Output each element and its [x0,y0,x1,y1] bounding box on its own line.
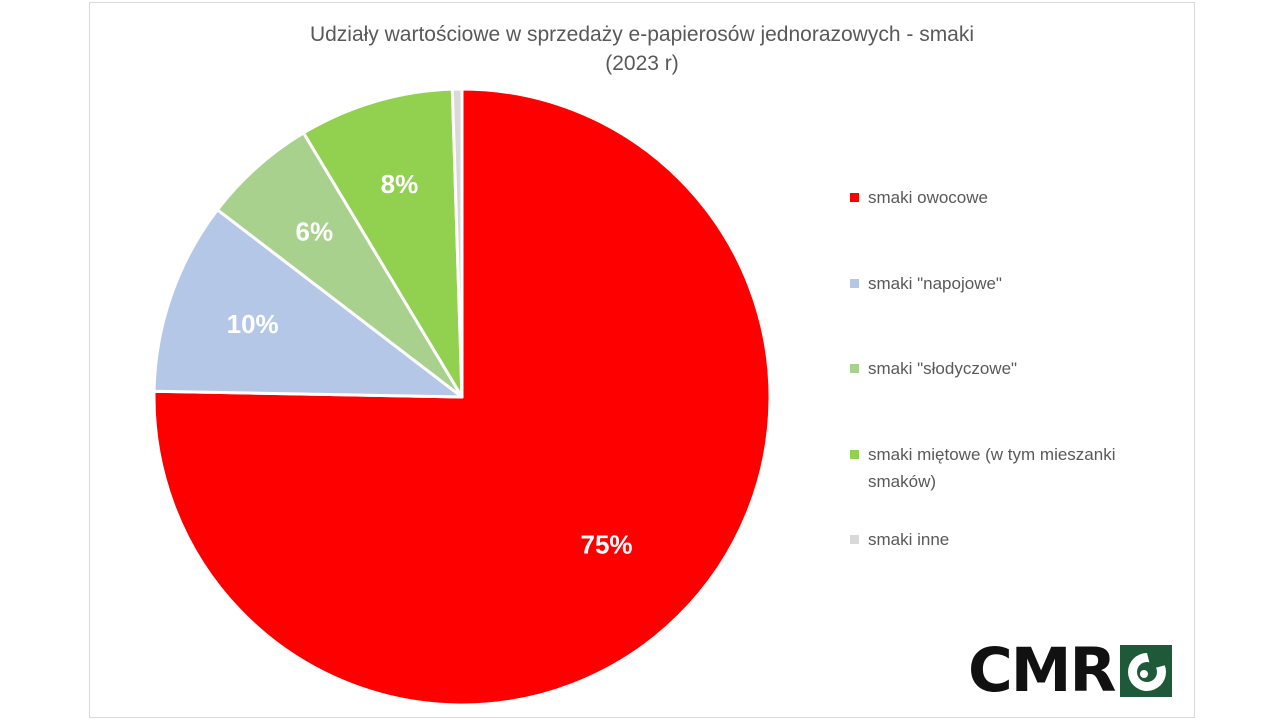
chart-title-line1: Udziały wartościowe w sprzedaży e-papier… [309,23,975,46]
legend-item-napojowe: smaki "napojowe" [850,270,1170,297]
pie-slice-mietowe [302,87,464,399]
data-label-slodyczowe: 6% [296,217,334,247]
pie-slice-napojowe [152,208,464,399]
legend-swatch [850,450,859,459]
logo-text: CMR [968,635,1116,706]
legend-label: smaki miętowe (w tym mieszanki smaków) [868,445,1116,491]
legend-swatch [850,364,859,373]
cmr-logo-mark-icon [1120,645,1173,697]
legend-swatch [850,193,859,202]
legend-label: smaki owocowe [868,188,988,207]
legend-swatch [850,535,859,544]
legend-label: smaki inne [868,530,950,549]
pie-slice-inne [450,87,464,399]
legend-item-slodyczowe: smaki "słodyczowe" [850,355,1170,382]
legend-label: smaki "napojowe" [868,274,1002,293]
legend-swatch [850,279,859,288]
chart-title-line2: (2023 r) [605,52,679,75]
legend-item-mietowe: smaki miętowe (w tym mieszanki smaków) [850,441,1150,495]
cmr-logo: CMR [968,635,1173,706]
legend-label: smaki "słodyczowe" [868,359,1018,378]
data-label-napojowe: 10% [227,309,279,339]
data-label-owocowe: 75% [581,529,633,559]
data-label-mietowe: 8% [381,169,419,199]
legend-item-inne: smaki inne [850,526,1170,553]
legend-item-owocowe: smaki owocowe [850,184,1170,211]
chart-title: Udziały wartościowe w sprzedaży e-papier… [89,20,1195,78]
